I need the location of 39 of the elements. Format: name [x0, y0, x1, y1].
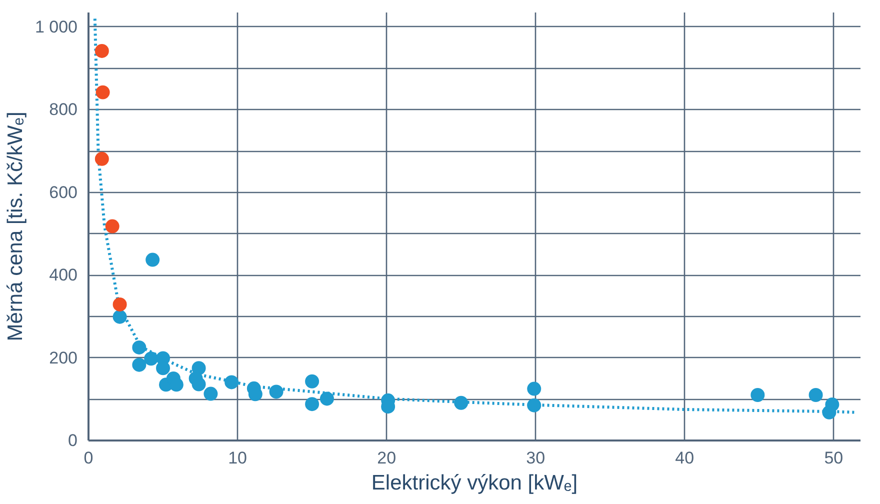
point — [224, 375, 239, 390]
point — [105, 219, 120, 234]
point — [144, 352, 158, 366]
x-tick-label: 20 — [377, 448, 396, 468]
point — [305, 397, 320, 412]
y-tick-label: 800 — [49, 100, 78, 120]
y-tick-label: 1 000 — [34, 17, 78, 36]
point — [132, 358, 146, 372]
x-tick-label: 30 — [526, 448, 546, 468]
point — [94, 44, 109, 58]
point — [822, 405, 836, 420]
y-axis-title: Měrná cena [tis. Kč/kWₑ] — [4, 112, 27, 342]
point — [527, 382, 542, 396]
y-tick-label: 400 — [49, 266, 78, 285]
y-tick-label: 200 — [49, 348, 78, 368]
point — [156, 361, 170, 376]
point — [454, 396, 468, 410]
point — [94, 152, 109, 166]
x-tick-label: 0 — [84, 448, 94, 468]
point — [750, 388, 765, 402]
point — [169, 378, 184, 392]
x-tick-label: 50 — [824, 448, 844, 468]
point — [808, 388, 823, 402]
point — [112, 310, 127, 324]
point — [112, 297, 127, 312]
point — [96, 85, 110, 100]
point — [269, 384, 284, 399]
x-axis-title: Elektrický výkon [kWₑ] — [371, 472, 578, 494]
point — [320, 392, 334, 406]
point — [527, 398, 542, 412]
point — [305, 374, 320, 388]
point — [204, 386, 218, 401]
y-tick-label: 600 — [49, 182, 78, 202]
x-tick-label: 10 — [228, 448, 247, 468]
point — [132, 340, 146, 354]
point — [192, 377, 206, 392]
point — [146, 252, 160, 267]
y-tick-label: 0 — [68, 431, 78, 450]
x-tick-label: 40 — [675, 448, 694, 468]
